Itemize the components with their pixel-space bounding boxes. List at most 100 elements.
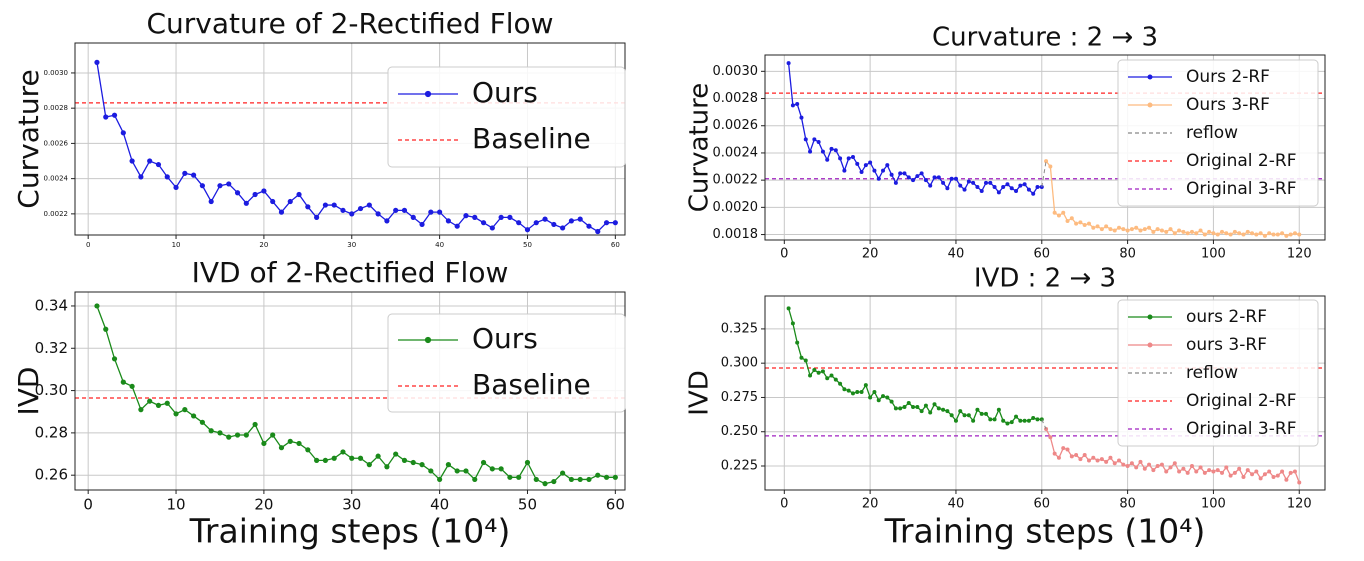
data-point [103, 114, 109, 120]
data-point [199, 183, 205, 189]
x-tick-label: 0 [780, 496, 788, 511]
data-point [278, 445, 285, 451]
data-point [1121, 227, 1126, 232]
data-point [437, 209, 443, 215]
data-point [173, 184, 179, 191]
data-point [829, 146, 834, 151]
data-point [428, 209, 434, 215]
data-point [349, 455, 355, 461]
data-point [1232, 470, 1237, 475]
x-tick-label: 100 [1201, 496, 1226, 511]
data-point [586, 476, 592, 483]
data-point [1271, 474, 1276, 479]
data-point [816, 140, 821, 145]
data-point [1104, 224, 1109, 229]
data-point [1159, 462, 1164, 467]
data-point [868, 160, 873, 165]
data-point [992, 417, 997, 422]
x-tick-label: 60 [1034, 496, 1051, 511]
data-point [1031, 416, 1036, 421]
data-point [1018, 418, 1023, 423]
data-point [577, 476, 583, 483]
data-point [419, 462, 425, 468]
legend-label: Original 3-RF [1186, 179, 1296, 199]
data-point [331, 202, 337, 208]
data-point [953, 418, 958, 423]
data-point [1198, 465, 1203, 470]
data-point [516, 474, 522, 480]
y-tick-label: 0.0022 [44, 210, 69, 218]
data-point [305, 447, 311, 453]
data-point [915, 174, 920, 179]
data-point [1172, 461, 1177, 466]
data-point [1095, 224, 1100, 229]
data-point [357, 455, 364, 461]
data-point [577, 216, 583, 222]
data-point [1172, 231, 1177, 236]
data-point [1117, 458, 1122, 463]
data-point [795, 340, 800, 345]
y-tick-label: 0.28 [35, 423, 68, 441]
data-point [1134, 465, 1139, 470]
data-point [375, 211, 381, 217]
chart-title: Curvature of 2-Rectified Flow [146, 7, 553, 40]
data-point [480, 459, 487, 466]
data-point [881, 394, 886, 399]
data-point [1117, 225, 1122, 230]
data-point [314, 457, 320, 463]
data-point [1147, 462, 1152, 467]
data-point [1009, 186, 1014, 191]
data-point [147, 398, 153, 404]
data-point [1155, 464, 1160, 469]
data-point [1224, 231, 1229, 236]
data-point [953, 176, 958, 181]
data-point [568, 476, 575, 483]
data-point [1297, 480, 1302, 485]
legend-label: Original 2-RF [1186, 391, 1296, 411]
data-point [1134, 225, 1139, 230]
data-point [454, 223, 460, 229]
legend-label: Original 3-RF [1186, 419, 1296, 439]
data-point [401, 457, 408, 463]
data-point [498, 214, 504, 220]
y-tick-label: 0.325 [721, 321, 758, 336]
data-point [480, 220, 487, 226]
data-point [103, 326, 109, 332]
data-point [850, 155, 855, 160]
data-point [1254, 469, 1259, 474]
data-point [919, 171, 924, 176]
data-point [375, 453, 381, 459]
data-point [941, 180, 946, 185]
x-tick-label: 60 [606, 496, 625, 514]
chart-title: IVD of 2-Rectified Flow [192, 256, 509, 289]
data-point [305, 204, 311, 210]
data-point [560, 225, 566, 231]
data-point [1044, 159, 1049, 164]
data-point [1237, 466, 1242, 471]
data-point [906, 175, 911, 180]
data-point [885, 395, 890, 400]
legend-label: Ours 3-RF [1186, 95, 1270, 115]
data-point [915, 405, 920, 410]
data-point [1052, 451, 1057, 456]
data-point [595, 472, 601, 478]
data-point [928, 183, 933, 188]
legend-label: Ours 2-RF [1186, 67, 1270, 87]
data-point [533, 476, 539, 483]
data-point [208, 198, 214, 205]
data-point [1288, 470, 1293, 475]
data-point [863, 383, 868, 388]
data-point [1155, 227, 1160, 232]
data-point [226, 434, 232, 440]
legend-box [387, 66, 626, 168]
data-point [855, 389, 860, 394]
data-point [182, 170, 188, 176]
data-point [314, 214, 320, 220]
data-point [919, 409, 924, 414]
data-point [410, 459, 416, 466]
data-point [820, 369, 825, 374]
data-point [889, 399, 894, 404]
data-point [872, 168, 877, 173]
data-point [1288, 232, 1293, 237]
data-point [1292, 231, 1297, 236]
